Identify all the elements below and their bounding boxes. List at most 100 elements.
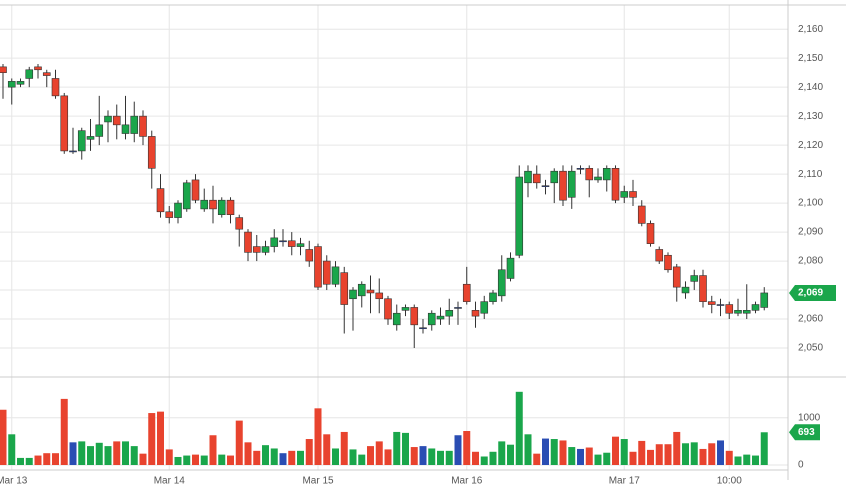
candle-body bbox=[209, 199, 217, 210]
x-tick-label: 10:00 bbox=[717, 476, 742, 487]
volume-bar bbox=[52, 453, 59, 465]
volume-bar bbox=[594, 454, 602, 465]
volume-bar bbox=[253, 450, 261, 465]
volume-bar bbox=[104, 446, 112, 465]
volume-bar bbox=[305, 439, 313, 465]
volume-tick-label: 1000 bbox=[798, 412, 821, 423]
volume-bar bbox=[340, 431, 348, 465]
volume-bar bbox=[17, 457, 24, 465]
candle-body bbox=[567, 170, 576, 198]
candle-body bbox=[375, 292, 384, 300]
candle-body bbox=[559, 170, 567, 201]
candle-body bbox=[16, 81, 25, 85]
volume-bar bbox=[148, 413, 156, 465]
volume-bar bbox=[25, 457, 33, 465]
volume-bar bbox=[612, 436, 619, 465]
volume-bar bbox=[708, 443, 716, 465]
y-tick-label: 2,160 bbox=[798, 24, 823, 35]
volume-bar bbox=[717, 440, 724, 465]
volume-bar bbox=[0, 409, 7, 465]
x-tick-label: Mar 17 bbox=[609, 476, 641, 487]
candle-body bbox=[139, 115, 147, 137]
candle-body bbox=[156, 188, 165, 213]
candle-body bbox=[532, 173, 541, 184]
candle-body bbox=[270, 237, 279, 247]
volume-bar bbox=[78, 441, 86, 465]
volume-bar bbox=[270, 448, 278, 465]
candle-body bbox=[322, 260, 331, 285]
candle-body bbox=[217, 199, 226, 215]
volume-bar bbox=[410, 447, 418, 465]
volume-bar bbox=[174, 456, 182, 465]
candle-body bbox=[725, 304, 734, 314]
volume-bar bbox=[60, 398, 68, 465]
candle-body bbox=[235, 217, 244, 230]
candle-body bbox=[77, 130, 86, 152]
candle-body bbox=[690, 275, 699, 282]
volume-bar bbox=[393, 431, 401, 465]
candle-body bbox=[7, 81, 16, 88]
grid bbox=[0, 5, 788, 470]
candle-body bbox=[174, 202, 182, 218]
candle-body bbox=[401, 307, 410, 311]
x-tick-label: Mar 15 bbox=[302, 476, 334, 487]
volume-bar bbox=[139, 453, 147, 465]
candle-body bbox=[655, 249, 664, 262]
candle-body bbox=[410, 307, 419, 326]
candle-body bbox=[620, 191, 629, 198]
candle-body bbox=[699, 275, 707, 302]
volume-tag bbox=[789, 424, 820, 441]
candle-body bbox=[25, 69, 34, 79]
volume-bar bbox=[585, 447, 593, 465]
candle-body bbox=[681, 286, 690, 294]
volume-bar bbox=[542, 438, 549, 465]
volume-bar bbox=[638, 440, 646, 465]
volume-bar bbox=[550, 439, 558, 465]
candle-body bbox=[60, 95, 69, 152]
candle-body bbox=[611, 168, 620, 201]
volume-bar bbox=[743, 454, 751, 465]
y-tick-label: 2,120 bbox=[798, 140, 823, 151]
candle-body bbox=[261, 246, 270, 253]
volume-bar bbox=[34, 455, 42, 465]
volume-bar bbox=[349, 449, 357, 465]
volume-bar bbox=[227, 455, 234, 465]
volume-bar bbox=[157, 411, 164, 465]
x-tick-label: Mar 14 bbox=[154, 476, 186, 487]
volume-bar bbox=[647, 449, 654, 465]
volume-bar bbox=[87, 446, 94, 465]
volume-bar bbox=[620, 439, 628, 465]
candle-body bbox=[445, 310, 454, 317]
volume-bar bbox=[428, 448, 436, 465]
y-tick-label: 2,080 bbox=[798, 256, 823, 267]
volume-bar bbox=[165, 449, 173, 465]
y-tick-label: 2,140 bbox=[798, 82, 823, 93]
candle-body bbox=[576, 168, 585, 170]
volume-bar bbox=[463, 431, 471, 465]
candle-body bbox=[130, 115, 139, 134]
volume-bar bbox=[454, 435, 462, 465]
y-tick-label: 2,060 bbox=[798, 314, 823, 325]
candle-body bbox=[349, 289, 357, 300]
candle-body bbox=[279, 240, 287, 243]
volume-bar bbox=[200, 455, 208, 465]
volume-bar bbox=[279, 453, 287, 465]
volume-bar bbox=[332, 448, 339, 465]
volume-bar bbox=[419, 446, 427, 465]
volume-bar bbox=[734, 456, 742, 465]
y-tick-label: 2,150 bbox=[798, 53, 823, 64]
last-price-label: 2,069 bbox=[798, 288, 823, 299]
candle-body bbox=[672, 266, 681, 288]
candle-body bbox=[314, 246, 322, 288]
candle-body bbox=[42, 72, 51, 76]
volume-bar bbox=[323, 434, 331, 465]
volume-bar bbox=[699, 448, 707, 465]
volume-bar bbox=[725, 450, 733, 465]
candle-body bbox=[244, 231, 252, 253]
volume-bar bbox=[760, 432, 768, 465]
y-tick-label: 2,090 bbox=[798, 227, 823, 238]
volume-bar bbox=[752, 455, 759, 465]
candle-body bbox=[305, 249, 314, 262]
volume-bar bbox=[507, 444, 514, 465]
candle-body bbox=[550, 170, 559, 184]
